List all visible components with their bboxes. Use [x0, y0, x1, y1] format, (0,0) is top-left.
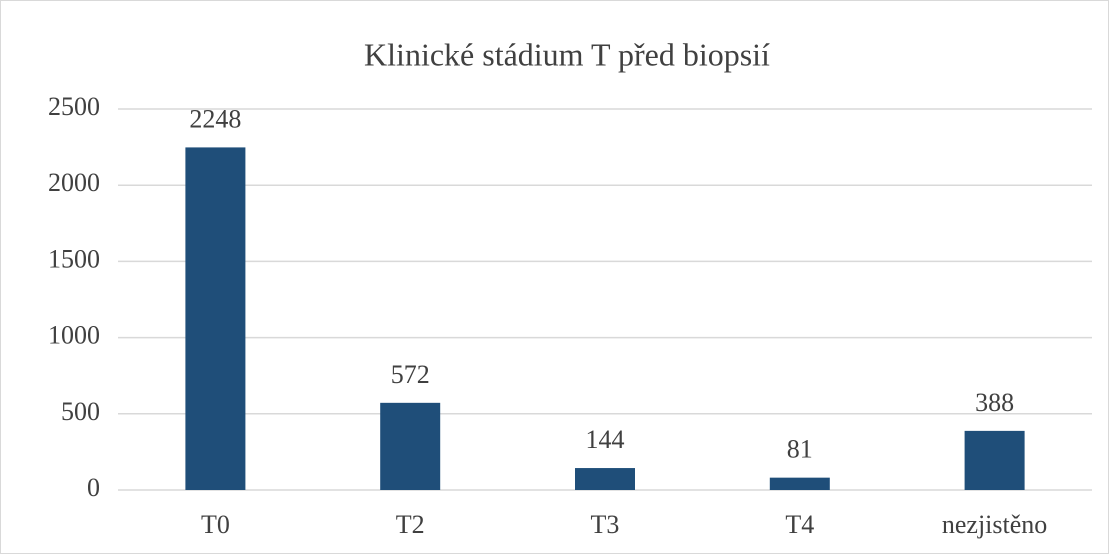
bar [185, 147, 246, 491]
bar [575, 468, 635, 490]
chart-title: Klinické stádium T před biopsií [364, 36, 770, 72]
data-label: 572 [391, 360, 430, 389]
x-tick-label: T2 [396, 510, 425, 539]
y-tick-label: 0 [87, 473, 100, 502]
bar [964, 430, 1025, 490]
y-tick-label: 1500 [48, 244, 100, 273]
y-tick-label: 1000 [48, 321, 100, 350]
x-tick-label: T3 [591, 510, 620, 539]
data-label: 2248 [189, 104, 241, 133]
data-label: 144 [586, 425, 625, 454]
data-label: 81 [787, 435, 813, 464]
bar [769, 477, 830, 490]
bar [380, 402, 441, 490]
y-tick-label: 500 [61, 397, 100, 426]
y-tick-label: 2500 [48, 92, 100, 121]
y-tick-label: 2000 [48, 168, 100, 197]
x-tick-label: T4 [785, 510, 814, 539]
x-tick-label: nezjistěno [942, 510, 1047, 539]
data-label: 388 [975, 388, 1014, 417]
x-tick-label: T0 [201, 510, 230, 539]
